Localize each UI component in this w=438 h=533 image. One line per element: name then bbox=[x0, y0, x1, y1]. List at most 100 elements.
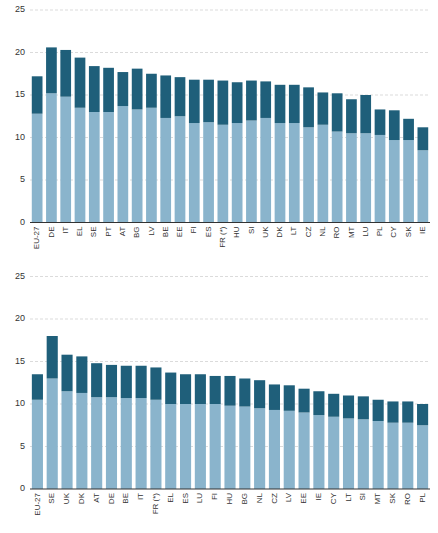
bar-segment bbox=[328, 417, 339, 489]
bar-segment bbox=[389, 140, 400, 222]
x-tick-label: CY bbox=[329, 492, 338, 504]
bar-segment bbox=[47, 336, 58, 379]
bar-segment bbox=[146, 74, 157, 108]
bar-segment bbox=[203, 122, 214, 222]
bar-segment bbox=[106, 397, 117, 489]
bar-segment bbox=[46, 93, 57, 222]
bar-segment bbox=[299, 389, 310, 413]
bars bbox=[32, 47, 428, 222]
x-tick-label: SE bbox=[89, 227, 98, 238]
x-tick-label: IT bbox=[61, 226, 70, 233]
bar-segment bbox=[89, 66, 100, 112]
y-tick-label: 15 bbox=[15, 89, 25, 99]
x-tick-label: MT bbox=[373, 493, 382, 505]
x-tick-label: SK bbox=[404, 226, 413, 237]
x-tick-label: ES bbox=[204, 227, 213, 238]
bar-segment bbox=[76, 356, 87, 393]
bar-segment bbox=[180, 404, 191, 489]
x-tick-label: DE bbox=[47, 227, 56, 238]
bar-segment bbox=[218, 125, 229, 223]
x-tick-label: RO bbox=[403, 493, 412, 505]
x-tick-label: PL bbox=[375, 226, 384, 236]
bar-segment bbox=[418, 150, 429, 222]
bar-segment bbox=[269, 410, 280, 489]
bar-segment bbox=[121, 366, 132, 398]
y-tick-label: 10 bbox=[15, 398, 25, 408]
bar-segment bbox=[313, 391, 324, 415]
y-tick-label: 0 bbox=[20, 483, 25, 493]
x-tick-label: BE bbox=[121, 493, 130, 504]
bar-segment bbox=[403, 119, 414, 140]
bar-segment bbox=[150, 367, 161, 399]
x-tick-label: AT bbox=[92, 493, 101, 503]
x-tick-label: HU bbox=[232, 226, 241, 238]
bar-segment bbox=[150, 400, 161, 489]
bar-segment bbox=[103, 68, 114, 112]
bar-segment bbox=[32, 114, 43, 223]
bar-segment bbox=[402, 423, 413, 489]
bar-segment bbox=[403, 140, 414, 222]
x-tick-label: CZ bbox=[304, 226, 313, 237]
y-tick-label: 25 bbox=[15, 271, 25, 281]
bar-segment bbox=[203, 80, 214, 123]
x-tick-label: CZ bbox=[270, 493, 279, 504]
bar-segment bbox=[189, 123, 200, 222]
bar-segment bbox=[160, 118, 171, 223]
x-tick-label: NL bbox=[255, 492, 264, 503]
bar-segment bbox=[61, 355, 72, 392]
x-tick-label: PT bbox=[104, 226, 113, 236]
bar-segment bbox=[389, 110, 400, 140]
x-axis-line bbox=[30, 489, 430, 490]
grid-line bbox=[30, 10, 430, 11]
bar-segment bbox=[103, 112, 114, 223]
x-tick-label: UK bbox=[62, 492, 71, 504]
bar-segment bbox=[289, 123, 300, 222]
x-tick-label: LU bbox=[195, 493, 204, 503]
bar-segment bbox=[75, 58, 86, 108]
bar-segment bbox=[91, 363, 102, 397]
chart-panel: 0510152025EU-27DEITELSEPTATBGLVBEEEFIESF… bbox=[15, 4, 430, 249]
grid-line bbox=[30, 319, 430, 320]
bar-segment bbox=[246, 81, 257, 121]
bar-segment bbox=[239, 407, 250, 489]
bar-segment bbox=[195, 404, 206, 489]
x-tick-label: EL bbox=[75, 226, 84, 236]
bar-segment bbox=[332, 93, 343, 131]
x-tick-label: DE bbox=[107, 493, 116, 504]
x-tick-label: LV bbox=[284, 492, 293, 502]
x-tick-label: DK bbox=[275, 226, 284, 238]
x-tick-label: SE bbox=[47, 493, 56, 504]
bar-segment bbox=[346, 99, 357, 133]
grid-line bbox=[30, 361, 430, 362]
bar-segment bbox=[89, 112, 100, 223]
bar-segment bbox=[343, 418, 354, 489]
bar-segment bbox=[387, 423, 398, 489]
x-tick-label: IT bbox=[136, 493, 145, 500]
bar-segment bbox=[299, 413, 310, 490]
bar-segment bbox=[60, 97, 71, 223]
x-tick-label: CY bbox=[389, 226, 398, 238]
bar-segment bbox=[61, 391, 72, 489]
bar-segment bbox=[375, 135, 386, 223]
bar-segment bbox=[269, 384, 280, 410]
bar-segment bbox=[260, 81, 271, 118]
bar-segment bbox=[260, 118, 271, 223]
x-tick-label: BG bbox=[132, 227, 141, 239]
bar-segment bbox=[118, 72, 129, 106]
bar-segment bbox=[417, 425, 428, 489]
bar-segment bbox=[165, 404, 176, 489]
bar-segment bbox=[76, 393, 87, 489]
bar-segment bbox=[358, 419, 369, 489]
x-tick-label: AT bbox=[118, 226, 127, 236]
x-axis-line bbox=[30, 222, 430, 223]
bar-segment bbox=[343, 396, 354, 419]
bar-segment bbox=[318, 125, 329, 223]
x-tick-label: UK bbox=[261, 226, 270, 238]
bar-segment bbox=[418, 127, 429, 150]
x-tick-label: EL bbox=[166, 492, 175, 502]
bar-segment bbox=[106, 365, 117, 397]
bar-segment bbox=[373, 400, 384, 421]
x-tick-label: FI bbox=[210, 493, 219, 500]
bar-segment bbox=[284, 385, 295, 411]
chart-canvas: 0510152025EU-27DEITELSEPTATBGLVBEEEFIESF… bbox=[0, 0, 438, 533]
